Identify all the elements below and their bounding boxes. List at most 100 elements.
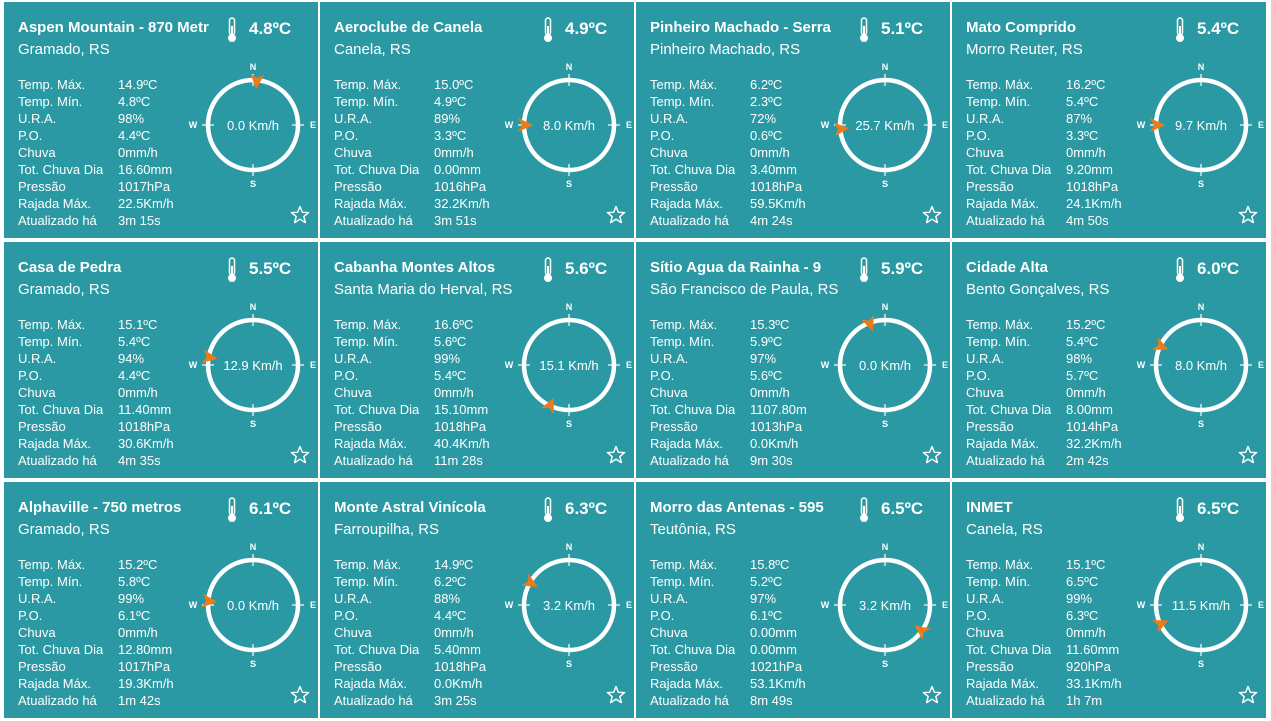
temp-max-value: 14.9ºC xyxy=(118,77,158,92)
max-gust-value: 32.2Km/h xyxy=(1066,436,1122,451)
stat-row-temp-min: Temp. Mín. 6.2ºC xyxy=(334,573,486,590)
station-name[interactable]: Sítio Agua da Rainha - 9 xyxy=(650,259,822,276)
station-name[interactable]: Monte Astral Vinícola xyxy=(334,499,486,516)
station-card[interactable]: Cidade Alta Bento Gonçalves, RS 6.0ºC Temp.… xyxy=(952,242,1266,478)
updated-ago-value: 4m 50s xyxy=(1066,213,1109,228)
station-name[interactable]: Cidade Alta xyxy=(966,259,1048,276)
station-name[interactable]: Aeroclube de Canela xyxy=(334,19,483,36)
thermometer-icon xyxy=(860,497,868,522)
temp-max-label: Temp. Máx. xyxy=(966,317,1034,332)
stat-row-pressure: Pressão 1018hPa xyxy=(334,418,490,435)
station-name[interactable]: Morro das Antenas - 595 xyxy=(650,499,824,516)
station-card[interactable]: Alphaville - 750 metros Gramado, RS 6.1ºC T… xyxy=(4,482,318,718)
compass-east-label: E xyxy=(626,360,632,370)
pressure-value: 1021hPa xyxy=(750,659,803,674)
dew-point-value: 6.1ºC xyxy=(750,608,783,623)
wind-direction-arrow xyxy=(1151,337,1169,350)
favorite-star-icon[interactable] xyxy=(922,685,942,705)
wind-compass: N S W E 25.7 Km/h xyxy=(821,62,948,189)
favorite-star-icon[interactable] xyxy=(606,205,626,225)
compass-south-label: S xyxy=(566,659,572,669)
current-temperature: 5.6ºC xyxy=(565,259,608,278)
humidity-label: U.R.A. xyxy=(650,111,689,126)
favorite-star-icon[interactable] xyxy=(922,205,942,225)
current-temperature: 5.1ºC xyxy=(881,19,924,38)
temp-max-label: Temp. Máx. xyxy=(650,317,718,332)
station-name[interactable]: INMET xyxy=(966,499,1013,516)
favorite-star-icon[interactable] xyxy=(606,445,626,465)
favorite-star-icon[interactable] xyxy=(1238,205,1258,225)
station-card[interactable]: Pinheiro Machado - Serra Pinheiro Machado… xyxy=(636,2,950,238)
compass-east-label: E xyxy=(310,360,316,370)
station-card[interactable]: Aeroclube de Canela Canela, RS 4.9ºC Temp. … xyxy=(320,2,634,238)
station-card[interactable]: Casa de Pedra Gramado, RS 5.5ºC Temp. Máx. 1… xyxy=(4,242,318,478)
temp-max-label: Temp. Máx. xyxy=(334,77,402,92)
pressure-label: Pressão xyxy=(334,659,382,674)
current-temperature: 6.3ºC xyxy=(565,499,608,518)
stat-row-humidity: U.R.A. 87% xyxy=(966,110,1122,127)
station-name[interactable]: Aspen Mountain - 870 Metr xyxy=(18,19,209,36)
dew-point-value: 0.6ºC xyxy=(750,128,783,143)
favorite-star-icon[interactable] xyxy=(922,445,942,465)
updated-ago-value: 2m 42s xyxy=(1066,453,1109,468)
rain-total-label: Tot. Chuva Dia xyxy=(650,642,736,657)
temp-max-label: Temp. Máx. xyxy=(966,557,1034,572)
stat-row-temp-min: Temp. Mín. 6.5ºC xyxy=(966,573,1122,590)
station-card[interactable]: Morro das Antenas - 595 Teutônia, RS 6.5ºC… xyxy=(636,482,950,718)
compass-east-label: E xyxy=(626,600,632,610)
station-card[interactable]: Mato Comprido Morro Reuter, RS 5.4ºC Temp. … xyxy=(952,2,1266,238)
station-card[interactable]: Aspen Mountain - 870 Metr Gramado, RS 4.8º… xyxy=(4,2,318,238)
station-card[interactable]: INMET Canela, RS 6.5ºC Temp. Máx. 15.1ºC Temp… xyxy=(952,482,1266,718)
wind-direction-arrow xyxy=(521,573,538,587)
stat-row-temp-min: Temp. Mín. 5.8ºC xyxy=(18,573,174,590)
favorite-star-icon[interactable] xyxy=(290,445,310,465)
pressure-label: Pressão xyxy=(650,179,698,194)
rain-rate-label: Chuva xyxy=(334,385,372,400)
station-card[interactable]: Cabanha Montes Altos Santa Maria do Herva… xyxy=(320,242,634,478)
stats-list: Temp. Máx. 15.8ºC Temp. Mín. 5.2ºC U.R.A. 97%… xyxy=(650,556,806,709)
compass-east-label: E xyxy=(310,120,316,130)
humidity-label: U.R.A. xyxy=(334,591,373,606)
stat-row-pressure: Pressão 1014hPa xyxy=(966,418,1122,435)
rain-rate-label: Chuva xyxy=(650,385,688,400)
temp-max-value: 16.6ºC xyxy=(434,317,474,332)
stat-row-pressure: Pressão 920hPa xyxy=(966,658,1122,675)
station-card[interactable]: Sítio Agua da Rainha - 9 São Francisco de… xyxy=(636,242,950,478)
favorite-star-icon[interactable] xyxy=(290,685,310,705)
station-city: Bento Gonçalves, RS xyxy=(966,281,1110,298)
favorite-star-icon[interactable] xyxy=(1238,445,1258,465)
compass-north-label: N xyxy=(1198,302,1205,312)
updated-ago-value: 3m 25s xyxy=(434,693,477,708)
dew-point-value: 3.3ºC xyxy=(434,128,467,143)
stat-row-temp-min: Temp. Mín. 4.8ºC xyxy=(18,93,174,110)
pressure-value: 1017hPa xyxy=(118,659,171,674)
favorite-star-icon[interactable] xyxy=(290,205,310,225)
compass-north-label: N xyxy=(566,302,573,312)
rain-rate-value: 0mm/h xyxy=(118,625,158,640)
station-city: Canela, RS xyxy=(966,521,1043,538)
temp-max-label: Temp. Máx. xyxy=(18,557,86,572)
rain-total-value: 11.60mm xyxy=(1066,642,1120,657)
rain-rate-value: 0mm/h xyxy=(1066,385,1106,400)
compass-east-label: E xyxy=(942,360,948,370)
favorite-star-icon[interactable] xyxy=(1238,685,1258,705)
stat-row-rain-total: Tot. Chuva Dia 12.80mm xyxy=(18,641,174,658)
stat-row-humidity: U.R.A. 99% xyxy=(18,590,174,607)
station-name[interactable]: Alphaville - 750 metros xyxy=(18,499,182,516)
humidity-value: 94% xyxy=(118,351,145,366)
station-name[interactable]: Cabanha Montes Altos xyxy=(334,259,496,276)
station-name[interactable]: Mato Comprido xyxy=(966,19,1076,36)
compass-south-label: S xyxy=(1198,179,1204,189)
station-name[interactable]: Casa de Pedra xyxy=(18,259,122,276)
humidity-label: U.R.A. xyxy=(18,591,57,606)
rain-total-value: 3.40mm xyxy=(750,162,797,177)
station-card[interactable]: Monte Astral Vinícola Farroupilha, RS 6.3º… xyxy=(320,482,634,718)
wind-compass: N S W E 0.0 Km/h xyxy=(821,302,948,429)
compass-north-label: N xyxy=(250,62,257,72)
station-name[interactable]: Pinheiro Machado - Serra xyxy=(650,19,831,36)
station-city: Gramado, RS xyxy=(18,281,110,298)
max-gust-label: Rajada Máx. xyxy=(18,436,91,451)
thermometer-icon xyxy=(228,17,236,42)
max-gust-label: Rajada Máx. xyxy=(966,196,1039,211)
favorite-star-icon[interactable] xyxy=(606,685,626,705)
